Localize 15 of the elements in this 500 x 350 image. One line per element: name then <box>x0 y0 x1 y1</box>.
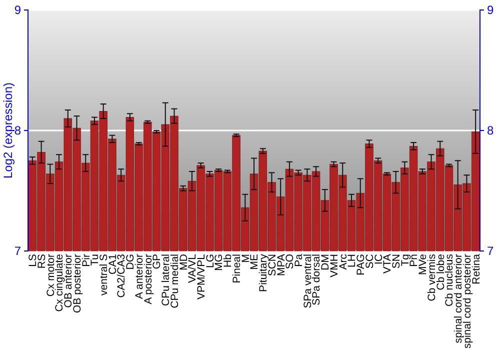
x-tick-label: SC <box>364 254 376 269</box>
x-tick-label: Pineal <box>230 254 243 284</box>
y-tick-label: 7 <box>14 244 22 258</box>
y2-tick-label: 9 <box>487 2 494 17</box>
x-tick-label: VMH <box>328 254 340 278</box>
y-tick-label: 8 <box>14 123 22 138</box>
y2-tick-label: 7 <box>487 244 494 258</box>
x-tick-label: VPM/VPL <box>196 254 208 300</box>
y-axis-title: Log2 (expression) <box>1 82 15 179</box>
x-tick-label: OB posterior <box>71 254 84 313</box>
x-tick-label: Pa <box>292 254 305 267</box>
y2-tick-label: 8 <box>487 123 494 138</box>
x-tick-label: RS <box>36 254 48 269</box>
y-tick-label: 9 <box>14 2 22 17</box>
x-tick-label: CPu medial <box>168 254 181 308</box>
